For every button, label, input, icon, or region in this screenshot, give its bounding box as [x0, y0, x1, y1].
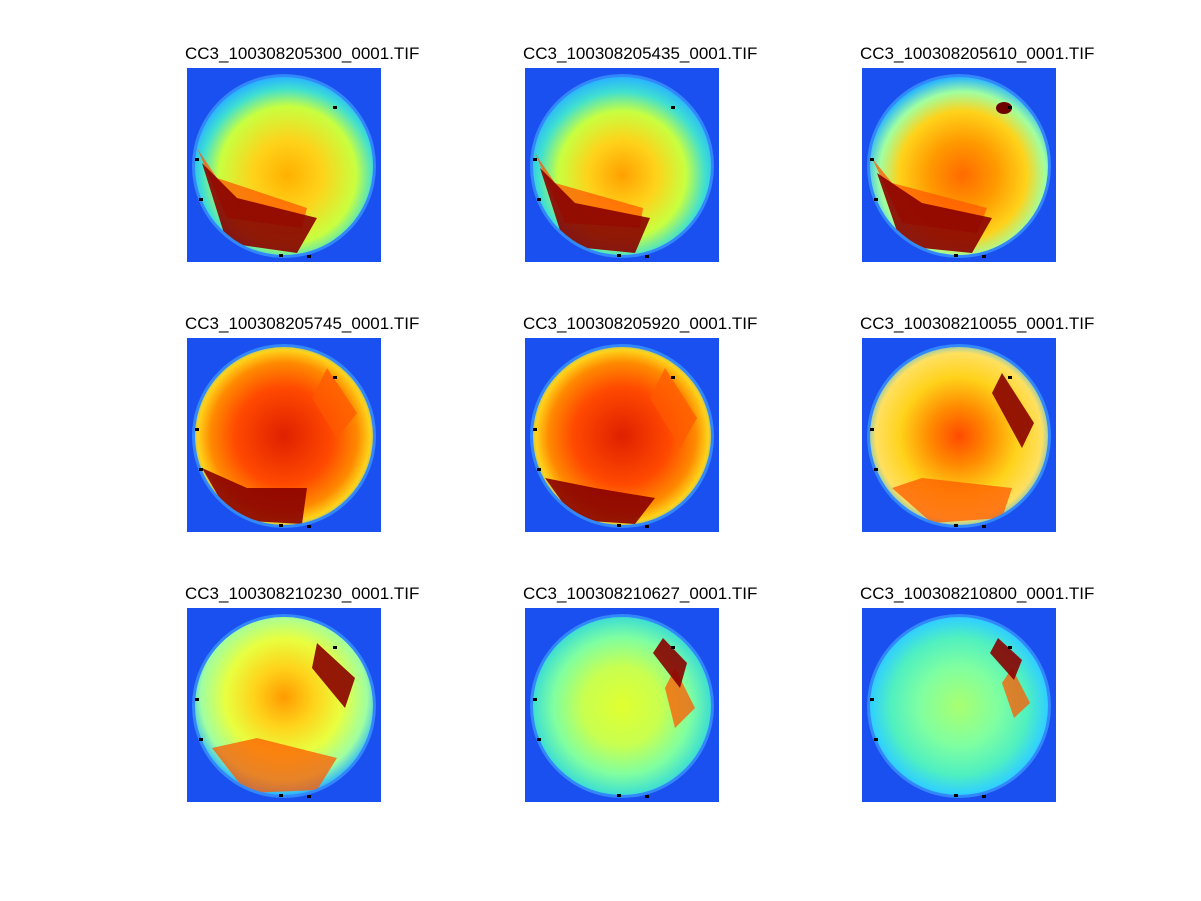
edge-marker [874, 198, 878, 201]
dark-cloud-region [540, 168, 650, 253]
edge-marker [617, 254, 621, 257]
edge-marker [279, 524, 283, 527]
cloud-region [1002, 668, 1030, 718]
edge-marker [537, 198, 541, 201]
edge-marker [1008, 646, 1012, 649]
panel-title: CC3_100308205610_0001.TIF [860, 44, 1095, 63]
panel-title: CC3_100308205920_0001.TIF [523, 314, 758, 333]
edge-marker [333, 646, 337, 649]
panel-title: CC3_100308205435_0001.TIF [523, 44, 758, 63]
edge-marker [617, 524, 621, 527]
sky-image [862, 338, 1056, 532]
panel-title: CC3_100308210627_0001.TIF [523, 584, 758, 603]
dark-cloud-region [312, 643, 355, 708]
edge-marker [671, 646, 675, 649]
edge-marker [279, 794, 283, 797]
cloud-region [665, 668, 695, 728]
panel-title: CC3_100308205300_0001.TIF [185, 44, 420, 63]
edge-marker [954, 254, 958, 257]
panel-title: CC3_100308205745_0001.TIF [185, 314, 420, 333]
edge-marker [954, 524, 958, 527]
edge-marker [533, 428, 537, 431]
edge-marker [1008, 106, 1012, 109]
sun-spot [996, 102, 1012, 114]
edge-marker [307, 255, 311, 258]
edge-marker [645, 795, 649, 798]
edge-marker [195, 428, 199, 431]
edge-marker [954, 794, 958, 797]
sky-image [187, 608, 381, 802]
cloud-region [312, 368, 357, 438]
edge-marker [874, 468, 878, 471]
dark-cloud-region [202, 163, 317, 253]
edge-marker [982, 255, 986, 258]
dark-cloud-region [990, 638, 1022, 680]
dark-cloud-region [992, 373, 1034, 448]
panel-title: CC3_100308210230_0001.TIF [185, 584, 420, 603]
edge-marker [199, 198, 203, 201]
edge-marker [307, 525, 311, 528]
edge-marker [645, 525, 649, 528]
edge-marker [870, 428, 874, 431]
cloud-region [892, 478, 1012, 523]
sky-image [187, 68, 381, 262]
edge-marker [982, 795, 986, 798]
cloud-region [650, 368, 697, 448]
dark-cloud-region [653, 638, 687, 688]
edge-marker [533, 158, 537, 161]
panel-title: CC3_100308210055_0001.TIF [860, 314, 1095, 333]
edge-marker [199, 468, 203, 471]
sky-image [525, 338, 719, 532]
edge-marker [870, 698, 874, 701]
edge-marker [333, 106, 337, 109]
edge-marker [645, 255, 649, 258]
edge-marker [195, 158, 199, 161]
sky-image [862, 68, 1056, 262]
sky-image [525, 68, 719, 262]
edge-marker [279, 254, 283, 257]
edge-marker [1008, 376, 1012, 379]
edge-marker [195, 698, 199, 701]
sky-image [862, 608, 1056, 802]
sky-image [525, 608, 719, 802]
edge-marker [333, 376, 337, 379]
sky-image [187, 338, 381, 532]
edge-marker [671, 106, 675, 109]
edge-marker [617, 794, 621, 797]
edge-marker [537, 738, 541, 741]
edge-marker [671, 376, 675, 379]
edge-marker [870, 158, 874, 161]
cloud-region [212, 738, 337, 793]
edge-marker [199, 738, 203, 741]
edge-marker [307, 795, 311, 798]
edge-marker [982, 525, 986, 528]
edge-marker [874, 738, 878, 741]
edge-marker [537, 468, 541, 471]
dark-cloud-region [877, 173, 992, 253]
panel-title: CC3_100308210800_0001.TIF [860, 584, 1095, 603]
edge-marker [533, 698, 537, 701]
